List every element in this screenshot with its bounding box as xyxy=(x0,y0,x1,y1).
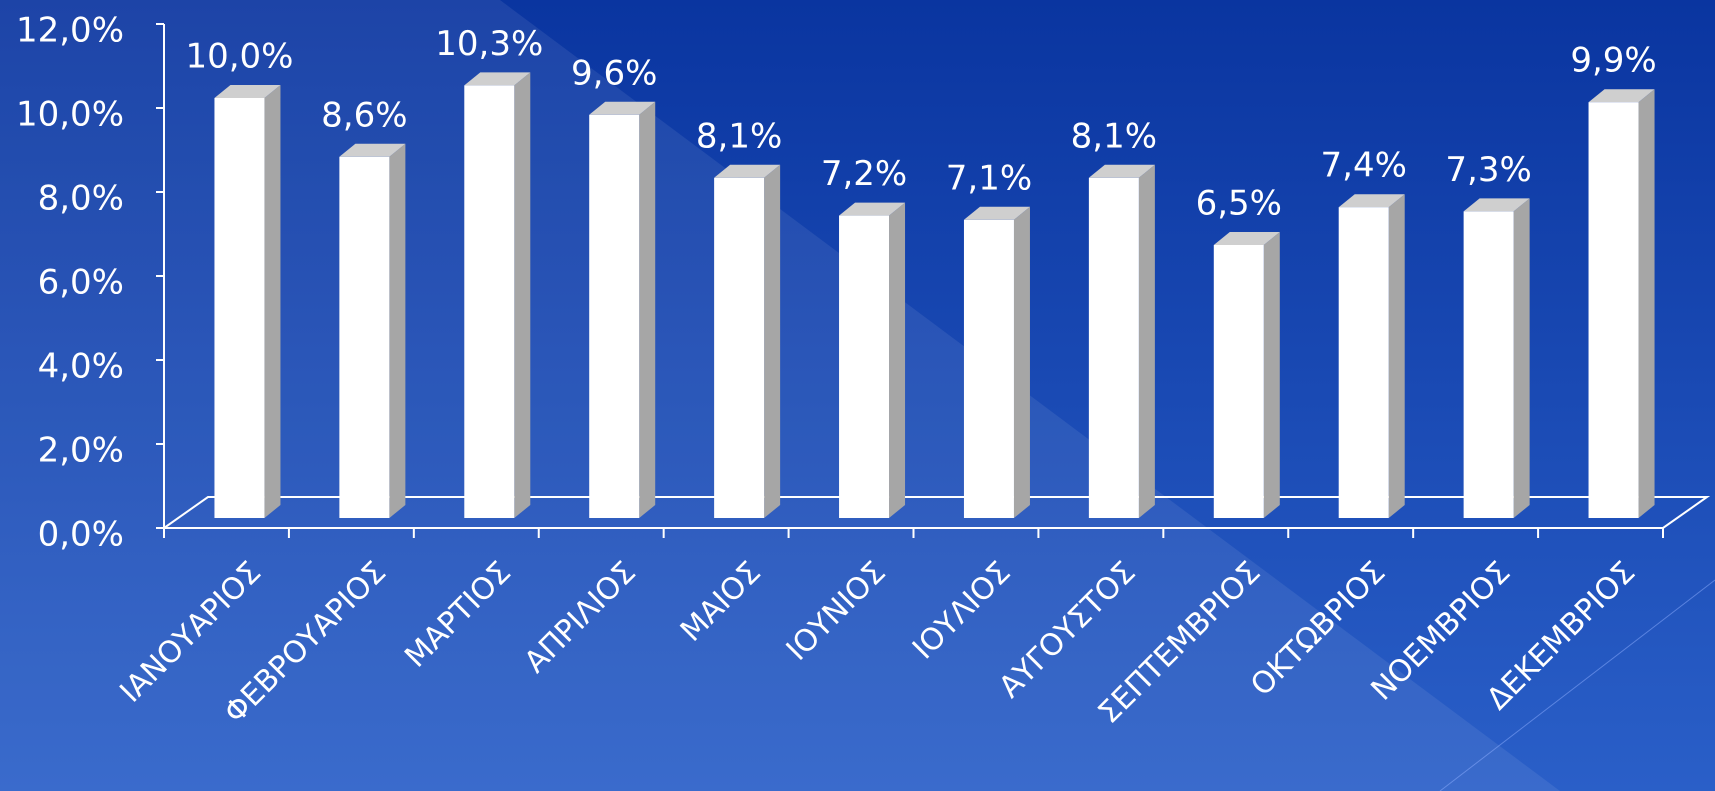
bar-side xyxy=(1513,198,1530,518)
y-tick-label: 12,0% xyxy=(16,11,124,51)
y-tick-label: 2,0% xyxy=(38,431,124,471)
value-label: 7,1% xyxy=(946,158,1032,198)
bar-side xyxy=(639,101,656,519)
value-label: 8,6% xyxy=(321,95,407,135)
bar-side xyxy=(1388,194,1405,518)
bar xyxy=(1088,177,1139,519)
value-label: 7,4% xyxy=(1321,146,1407,186)
bar xyxy=(963,219,1014,519)
bar-top xyxy=(1088,164,1155,178)
bar xyxy=(1463,211,1514,518)
bar xyxy=(714,177,765,519)
bar xyxy=(1588,102,1639,518)
y-tick-label: 4,0% xyxy=(38,347,124,387)
value-label: 9,9% xyxy=(1570,41,1656,81)
bar-top xyxy=(464,72,531,86)
bar-top xyxy=(1463,198,1530,212)
y-tick-label: 6,0% xyxy=(38,263,124,303)
bar-side xyxy=(389,143,406,519)
bar-top xyxy=(214,85,281,98)
bar-top xyxy=(963,206,1030,220)
bar-top xyxy=(339,143,406,157)
value-label: 8,1% xyxy=(696,116,782,156)
value-label: 7,2% xyxy=(821,154,907,194)
background-line xyxy=(1439,579,1715,791)
value-label: 10,3% xyxy=(435,24,543,64)
y-tick-label: 8,0% xyxy=(38,179,124,219)
bar-top xyxy=(1338,194,1405,208)
bar-side xyxy=(1013,206,1030,519)
y-tick-label: 0,0% xyxy=(38,515,124,555)
bar-top xyxy=(839,202,906,216)
bar xyxy=(339,156,390,519)
bar-top xyxy=(589,101,656,115)
value-label: 8,1% xyxy=(1071,116,1157,156)
value-label: 6,5% xyxy=(1196,184,1282,224)
bar-top xyxy=(714,164,781,178)
value-label: 7,3% xyxy=(1445,150,1531,190)
bar-side xyxy=(264,85,281,518)
bar-side xyxy=(514,72,531,519)
value-label: 10,0% xyxy=(185,37,293,77)
bar-side xyxy=(764,164,781,519)
value-label: 9,6% xyxy=(571,53,657,93)
bar xyxy=(1213,245,1264,518)
bar xyxy=(1338,207,1389,518)
bar xyxy=(214,98,265,518)
bar-side xyxy=(1263,232,1280,518)
bar xyxy=(589,114,640,519)
bar-top xyxy=(1213,232,1280,245)
bar xyxy=(839,215,890,518)
bar-top xyxy=(1588,89,1655,103)
bar-side xyxy=(1638,89,1655,518)
y-tick-label: 10,0% xyxy=(16,95,124,135)
bar-side xyxy=(889,202,906,518)
bar xyxy=(464,85,515,519)
bar-side xyxy=(1138,164,1155,519)
